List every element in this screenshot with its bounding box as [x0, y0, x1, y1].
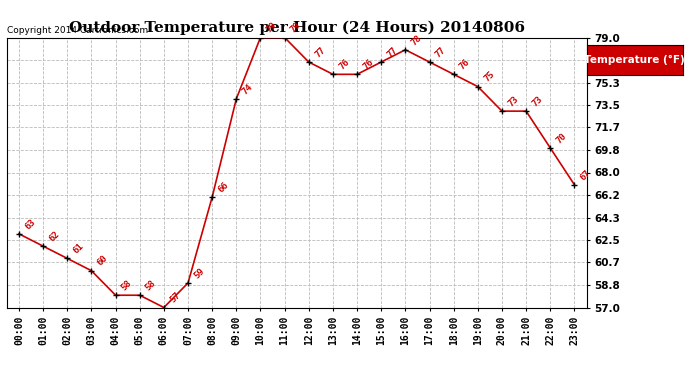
- Text: 67: 67: [579, 168, 593, 182]
- Text: 57: 57: [168, 291, 182, 305]
- Text: 60: 60: [96, 254, 110, 268]
- Text: 62: 62: [48, 230, 61, 243]
- Text: 76: 76: [337, 58, 351, 72]
- Text: Copyright 2014 Cartronics.com: Copyright 2014 Cartronics.com: [7, 26, 148, 35]
- Text: 79: 79: [265, 21, 279, 35]
- Text: 59: 59: [193, 266, 206, 280]
- Text: 73: 73: [506, 94, 520, 108]
- Title: Outdoor Temperature per Hour (24 Hours) 20140806: Outdoor Temperature per Hour (24 Hours) …: [69, 21, 524, 35]
- Text: 61: 61: [72, 242, 86, 256]
- Text: 75: 75: [482, 70, 496, 84]
- Text: 58: 58: [120, 279, 134, 292]
- Text: 78: 78: [410, 33, 424, 47]
- Text: 74: 74: [241, 82, 255, 96]
- Text: 77: 77: [434, 45, 448, 59]
- Text: 73: 73: [531, 94, 544, 108]
- Text: 70: 70: [555, 131, 569, 145]
- Text: 66: 66: [217, 180, 230, 194]
- Text: 63: 63: [23, 217, 37, 231]
- Text: 77: 77: [386, 45, 400, 59]
- Text: Temperature (°F): Temperature (°F): [584, 55, 685, 65]
- Text: 76: 76: [458, 58, 472, 72]
- Text: 79: 79: [289, 21, 303, 35]
- Text: 76: 76: [362, 58, 375, 72]
- Text: 77: 77: [313, 45, 327, 59]
- Text: 58: 58: [144, 279, 158, 292]
